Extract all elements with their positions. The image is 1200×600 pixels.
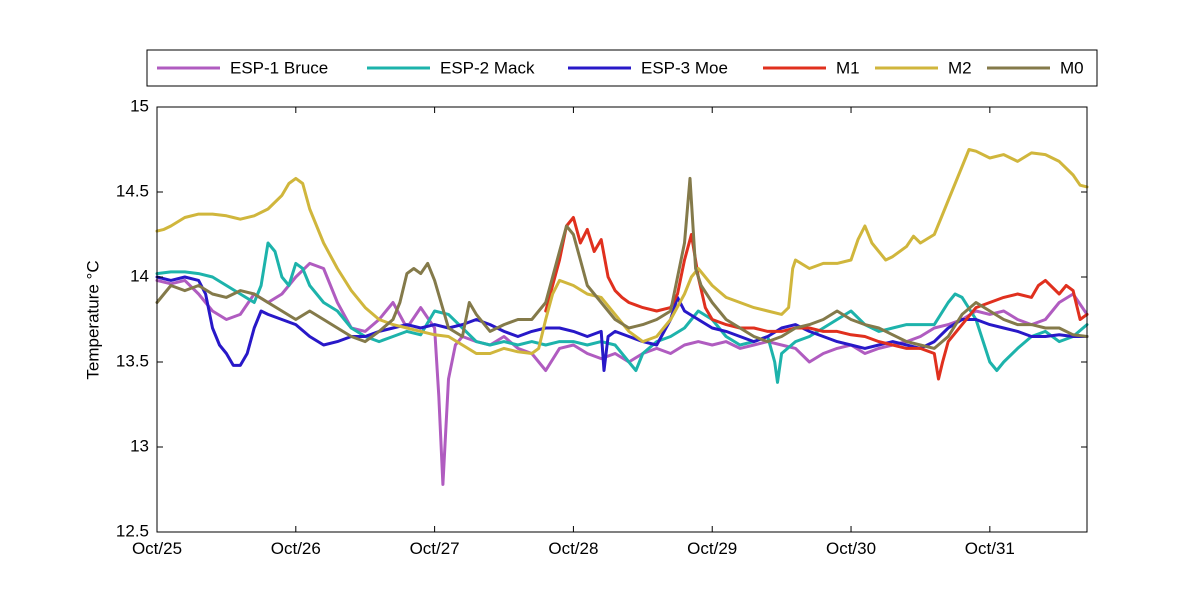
y-tick-label: 15 <box>130 96 149 115</box>
y-tick-label: 14.5 <box>116 181 149 200</box>
x-tick-label: Oct/28 <box>548 539 598 558</box>
x-tick-label: Oct/30 <box>826 539 876 558</box>
series-line-2 <box>155 241 1089 384</box>
legend-label: M2 <box>948 58 972 77</box>
legend: ESP-1 Bruce ESP-2 Mack ESP-3 Moe M1 M2 M0 <box>146 49 1098 87</box>
series-line-4 <box>544 216 1089 381</box>
y-tick-label: 13 <box>130 436 149 455</box>
legend-label: ESP-2 Mack <box>440 58 535 77</box>
y-tick-label: 14 <box>130 266 149 285</box>
series-line-3 <box>155 275 1089 372</box>
series-line-5 <box>155 148 1089 355</box>
legend-label: M0 <box>1060 58 1084 77</box>
series-line-1 <box>155 261 1089 486</box>
legend-label: ESP-3 Moe <box>641 58 728 77</box>
x-tick-label: Oct/29 <box>687 539 737 558</box>
x-tick-label: Oct/31 <box>965 539 1015 558</box>
plot-frame <box>156 106 1088 533</box>
y-tick-label: 13.5 <box>116 351 149 370</box>
x-tick-label: Oct/26 <box>271 539 321 558</box>
y-axis: 12.5 13 13.5 14 14.5 15 <box>116 96 1087 540</box>
x-axis: Oct/25 Oct/26 Oct/27 Oct/28 Oct/29 Oct/30 Oct/… <box>132 107 1015 558</box>
x-tick-label: Oct/25 <box>132 539 182 558</box>
series-line-6 <box>155 176 1089 350</box>
legend-label: ESP-1 Bruce <box>230 58 328 77</box>
y-tick-label: 12.5 <box>116 521 149 540</box>
legend-label: M1 <box>836 58 860 77</box>
series-layer <box>155 148 1089 486</box>
y-axis-label: Temperature °C <box>83 260 102 379</box>
x-tick-label: Oct/27 <box>410 539 460 558</box>
